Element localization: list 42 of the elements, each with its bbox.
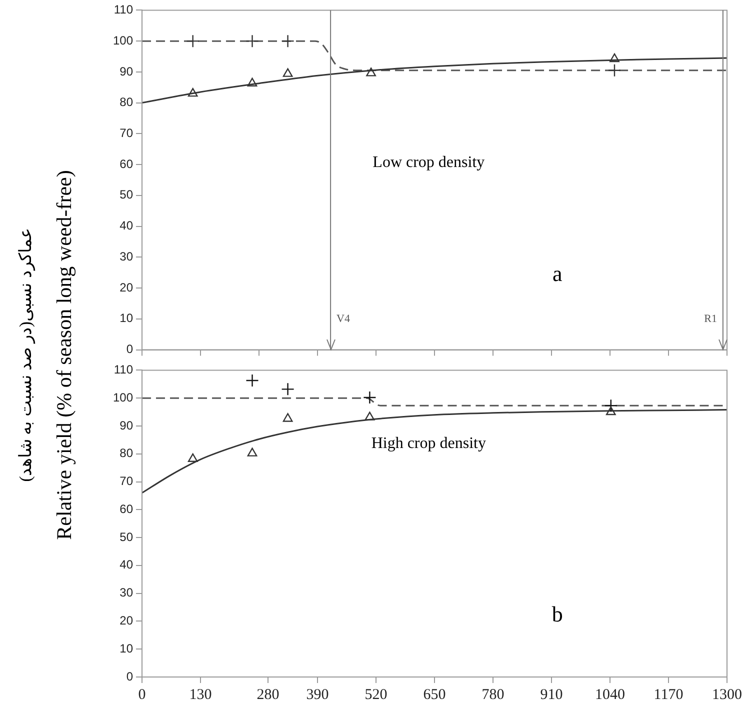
x-tick-label: 1040 bbox=[595, 686, 625, 703]
y-tick-label: 110 bbox=[114, 2, 134, 17]
x-tick-label: 0 bbox=[138, 686, 146, 703]
x-tick-label: 1170 bbox=[654, 686, 684, 703]
y-tick-label: 60 bbox=[120, 502, 134, 516]
annotation: Low crop density bbox=[372, 154, 485, 172]
x-tick-label: 1300 bbox=[712, 686, 742, 703]
x-tick-label: 780 bbox=[482, 686, 504, 703]
x-tick-label: 280 bbox=[256, 686, 280, 703]
y-tick-label: 80 bbox=[120, 446, 134, 460]
y-tick-label: 90 bbox=[120, 418, 134, 432]
y-tick-label: 10 bbox=[120, 641, 134, 656]
y-tick-label: 50 bbox=[120, 530, 134, 544]
y-tick-label: 30 bbox=[120, 249, 134, 264]
annotation: a bbox=[552, 260, 562, 286]
y-tick-label: 20 bbox=[120, 614, 134, 628]
ref-line-label: V4 bbox=[336, 312, 350, 325]
y-tick-label: 20 bbox=[120, 280, 134, 294]
y-tick-label: 30 bbox=[120, 586, 134, 600]
y-tick-label: 0 bbox=[126, 669, 134, 684]
y-tick-label: 60 bbox=[120, 156, 134, 171]
y-tick-label: 100 bbox=[112, 390, 134, 404]
y-tick-label: 80 bbox=[120, 95, 134, 110]
x-tick-label: 390 bbox=[306, 686, 329, 703]
y-tick-label: 40 bbox=[120, 218, 134, 233]
y-tick-label: 50 bbox=[120, 188, 134, 202]
y-tick-label: 90 bbox=[120, 64, 134, 78]
annotation: High crop density bbox=[371, 435, 486, 452]
y-tick-label: 70 bbox=[120, 126, 134, 140]
y-tick-label: 10 bbox=[120, 311, 134, 326]
y-tick-label: 110 bbox=[114, 362, 134, 377]
x-tick-label: 130 bbox=[189, 686, 212, 703]
y-tick-label: 100 bbox=[112, 33, 134, 48]
x-tick-label: 910 bbox=[540, 686, 563, 703]
ref-line-label: R1 bbox=[704, 312, 717, 325]
x-tick-label: 520 bbox=[364, 686, 388, 703]
y-tick-label: 40 bbox=[120, 558, 134, 572]
x-tick-label: 650 bbox=[423, 686, 446, 703]
y-tick-label: 70 bbox=[120, 474, 134, 488]
annotation: b bbox=[552, 601, 563, 626]
y-tick-label: 0 bbox=[126, 342, 134, 356]
line-series bbox=[142, 40, 727, 72]
